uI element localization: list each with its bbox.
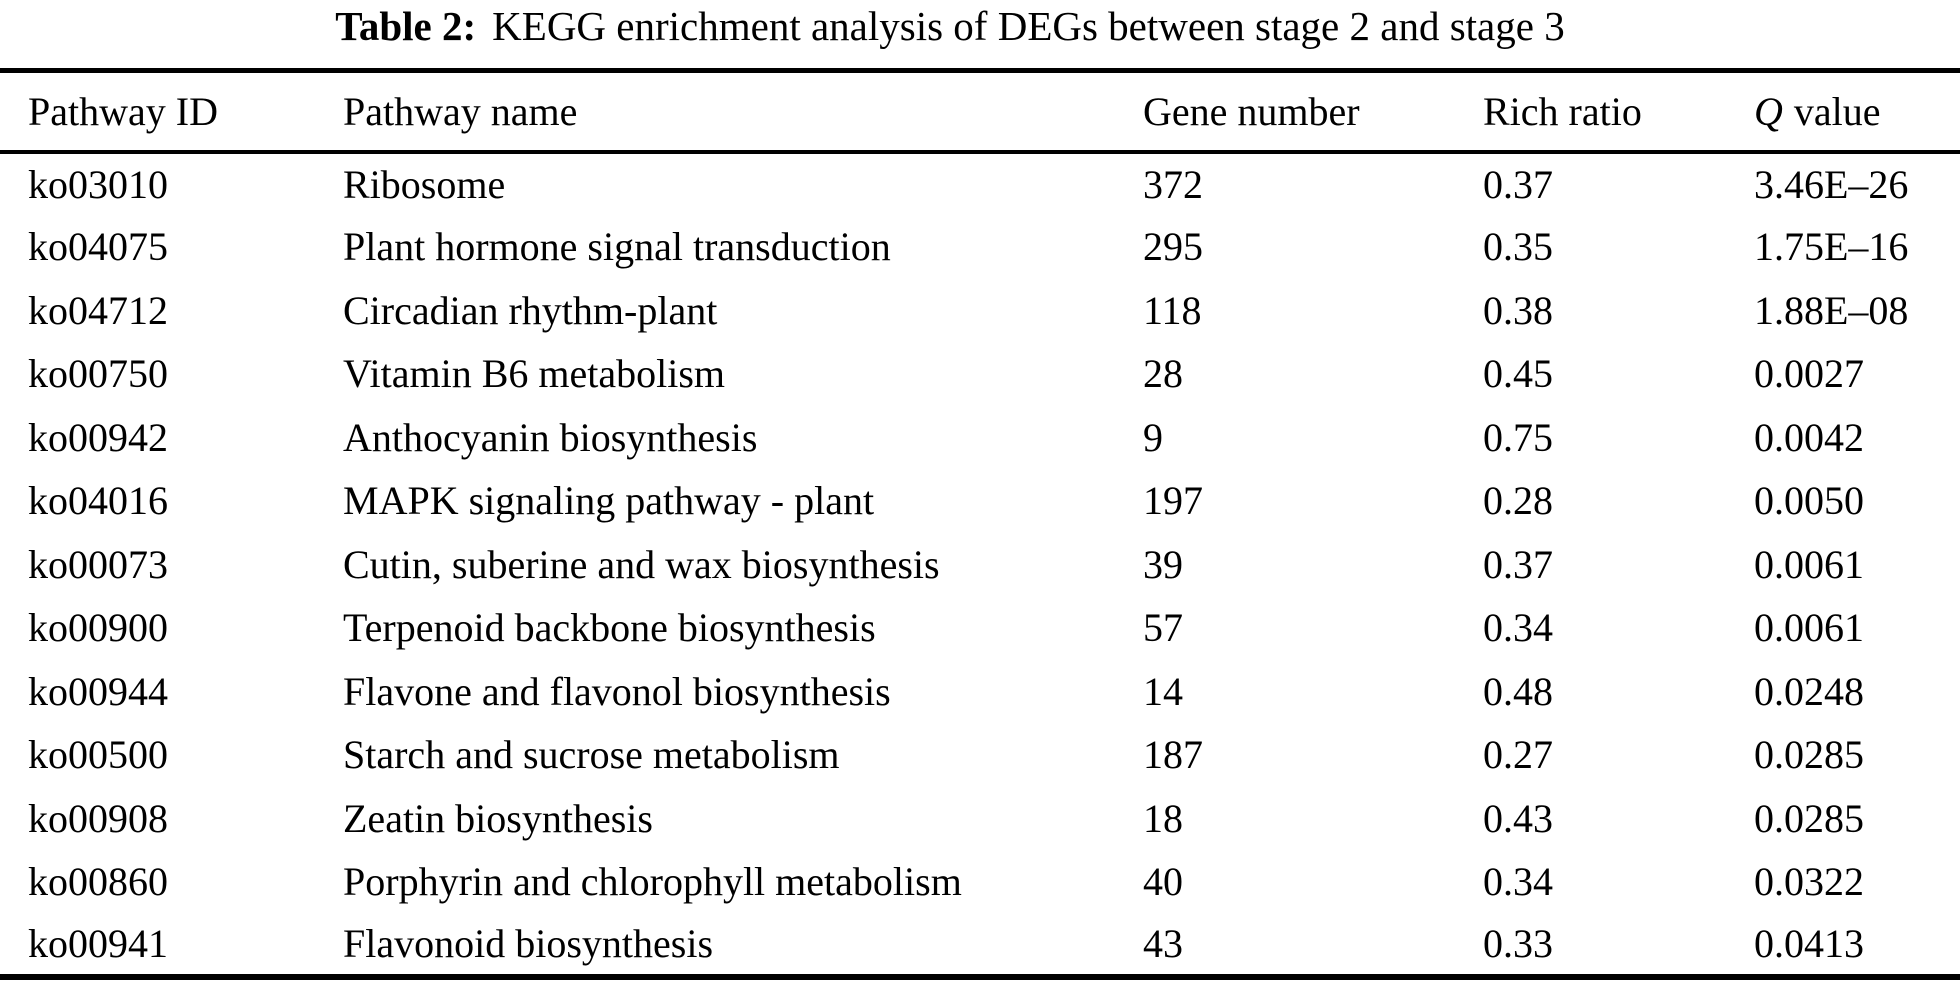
table-row: ko00073 Cutin, suberine and wax biosynthe… (0, 533, 1960, 597)
table-row: ko00944 Flavone and flavonol biosynthesis… (0, 660, 1960, 724)
cell-q-value: 0.0061 (1754, 605, 1864, 651)
cell-pathway-id: ko04016 (28, 478, 168, 524)
table-caption-text: KEGG enrichment analysis of DEGs between… (492, 3, 1565, 49)
cell-rich-ratio: 0.27 (1483, 732, 1553, 778)
table-caption: Table 2: KEGG enrichment analysis of DEG… (0, 0, 1960, 68)
column-header-rich-ratio: Rich ratio (1483, 88, 1642, 134)
cell-gene-number: 18 (1143, 795, 1183, 841)
cell-rich-ratio: 0.35 (1483, 224, 1553, 270)
cell-pathway-name: Porphyrin and chlorophyll metabolism (343, 859, 962, 905)
cell-rich-ratio: 0.45 (1483, 351, 1553, 397)
cell-rich-ratio: 0.34 (1483, 605, 1553, 651)
cell-pathway-id: ko00941 (28, 921, 168, 967)
table-caption-number: Table 2: (335, 3, 477, 49)
cell-gene-number: 14 (1143, 668, 1183, 714)
cell-q-value: 0.0413 (1754, 921, 1864, 967)
cell-pathway-name: Vitamin B6 metabolism (343, 351, 726, 397)
cell-q-value: 0.0061 (1754, 541, 1864, 587)
cell-rich-ratio: 0.37 (1483, 541, 1553, 587)
cell-q-value: 0.0285 (1754, 795, 1864, 841)
cell-pathway-name: Zeatin biosynthesis (343, 795, 653, 841)
table-row: ko00942 Anthocyanin biosynthesis 9 0.75 0.00… (0, 406, 1960, 470)
cell-rich-ratio: 0.33 (1483, 921, 1553, 967)
cell-q-value: 0.0285 (1754, 732, 1864, 778)
cell-pathway-id: ko00944 (28, 668, 168, 714)
table-row: ko04016 MAPK signaling pathway - plant 197… (0, 469, 1960, 533)
cell-rich-ratio: 0.75 (1483, 414, 1553, 460)
cell-pathway-name: MAPK signaling pathway - plant (343, 478, 875, 524)
cell-pathway-id: ko04075 (28, 224, 168, 270)
cell-gene-number: 187 (1143, 732, 1203, 778)
cell-q-value: 1.88E–08 (1754, 287, 1909, 333)
cell-gene-number: 43 (1143, 921, 1183, 967)
cell-pathway-id: ko00500 (28, 732, 168, 778)
cell-rich-ratio: 0.38 (1483, 287, 1553, 333)
cell-pathway-name: Anthocyanin biosynthesis (343, 414, 758, 460)
cell-rich-ratio: 0.48 (1483, 668, 1553, 714)
column-header-gene-number: Gene number (1143, 88, 1360, 134)
cell-pathway-name: Circadian rhythm-plant (343, 287, 718, 333)
cell-q-value: 0.0027 (1754, 351, 1864, 397)
cell-gene-number: 197 (1143, 478, 1203, 524)
table-row: ko04712 Circadian rhythm-plant 118 0.38 1.88… (0, 279, 1960, 343)
q-value-symbol: Q (1754, 88, 1783, 134)
cell-pathway-id: ko04712 (28, 287, 168, 333)
table-body: ko03010 Ribosome 372 0.37 3.46E–26 ko04075 Pla… (0, 152, 1960, 978)
cell-pathway-id: ko00750 (28, 351, 168, 397)
cell-pathway-id: ko00908 (28, 795, 168, 841)
cell-gene-number: 28 (1143, 351, 1183, 397)
table-row: ko04075 Plant hormone signal transduction… (0, 215, 1960, 279)
table-row: ko00908 Zeatin biosynthesis 18 0.43 0.0285 (0, 787, 1960, 851)
cell-gene-number: 39 (1143, 541, 1183, 587)
table-row: ko00750 Vitamin B6 metabolism 28 0.45 0.0027 (0, 342, 1960, 406)
cell-q-value: 3.46E–26 (1754, 161, 1909, 207)
table-row: ko00941 Flavonoid biosynthesis 43 0.33 0.041… (0, 914, 1960, 978)
cell-gene-number: 40 (1143, 859, 1183, 905)
cell-gene-number: 118 (1143, 287, 1202, 333)
cell-pathway-id: ko00860 (28, 859, 168, 905)
cell-rich-ratio: 0.28 (1483, 478, 1553, 524)
cell-rich-ratio: 0.37 (1483, 161, 1553, 207)
cell-pathway-name: Cutin, suberine and wax biosynthesis (343, 541, 940, 587)
header-row: Pathway ID Pathway name Gene number Rich… (0, 71, 1960, 152)
cell-q-value: 0.0042 (1754, 414, 1864, 460)
cell-pathway-name: Terpenoid backbone biosynthesis (343, 605, 876, 651)
cell-q-value: 1.75E–16 (1754, 224, 1909, 270)
table-row: ko03010 Ribosome 372 0.37 3.46E–26 (0, 152, 1960, 216)
column-header-pathway-id: Pathway ID (28, 88, 218, 134)
cell-rich-ratio: 0.43 (1483, 795, 1553, 841)
cell-gene-number: 372 (1143, 161, 1203, 207)
table-row: ko00860 Porphyrin and chlorophyll metabol… (0, 850, 1960, 914)
cell-q-value: 0.0248 (1754, 668, 1864, 714)
table-row: ko00900 Terpenoid backbone biosynthesis 57… (0, 596, 1960, 660)
column-header-pathway-name: Pathway name (343, 88, 578, 134)
cell-rich-ratio: 0.34 (1483, 859, 1553, 905)
cell-q-value: 0.0050 (1754, 478, 1864, 524)
cell-gene-number: 57 (1143, 605, 1183, 651)
table-row: ko00500 Starch and sucrose metabolism 187 0… (0, 723, 1960, 787)
cell-gene-number: 295 (1143, 224, 1203, 270)
cell-pathway-name: Flavone and flavonol biosynthesis (343, 668, 891, 714)
cell-pathway-id: ko03010 (28, 161, 168, 207)
cell-pathway-name: Starch and sucrose metabolism (343, 732, 840, 778)
cell-pathway-id: ko00900 (28, 605, 168, 651)
q-value-label: value (1793, 88, 1881, 134)
cell-pathway-name: Flavonoid biosynthesis (343, 921, 714, 967)
cell-pathway-name: Plant hormone signal transduction (343, 224, 891, 270)
kegg-enrichment-table: Pathway ID Pathway name Gene number Rich… (0, 68, 1960, 980)
cell-q-value: 0.0322 (1754, 859, 1864, 905)
table-header: Pathway ID Pathway name Gene number Rich… (0, 71, 1960, 152)
cell-pathway-id: ko00073 (28, 541, 168, 587)
cell-pathway-id: ko00942 (28, 414, 168, 460)
cell-pathway-name: Ribosome (343, 161, 506, 207)
cell-gene-number: 9 (1143, 414, 1163, 460)
